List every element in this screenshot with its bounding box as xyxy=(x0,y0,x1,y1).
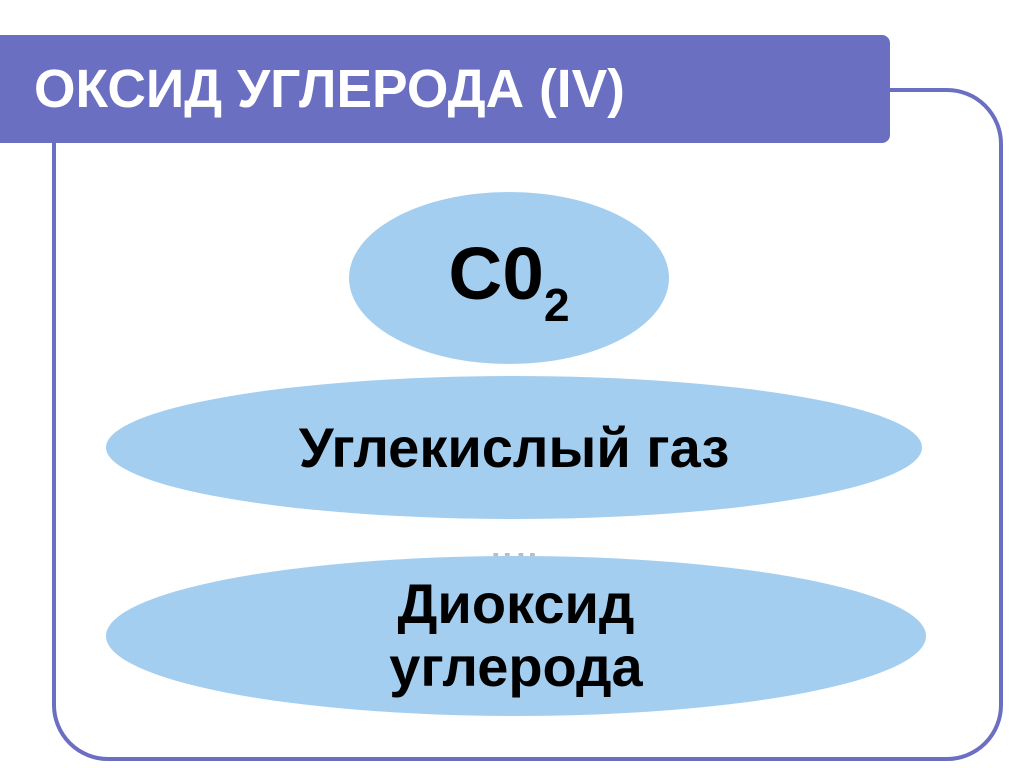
bubble-carbonic-gas: Углекислый газ xyxy=(106,376,922,519)
bubble-carbon-dioxide: Диоксид углерода xyxy=(106,556,926,716)
formula-text: С02 xyxy=(448,230,569,326)
bubble-carbonic-gas-label: Углекислый газ xyxy=(299,415,730,480)
slide-canvas: ‥‥ С02 Углекислый газ Диоксид углерода О… xyxy=(0,0,1024,768)
bubble-carbon-dioxide-label: Диоксид углерода xyxy=(389,573,642,698)
bubble-formula-co2: С02 xyxy=(349,192,669,364)
slide-title-text: ОКСИД УГЛЕРОДА (IV) xyxy=(34,59,625,120)
slide-title-bar: ОКСИД УГЛЕРОДА (IV) xyxy=(0,35,890,143)
